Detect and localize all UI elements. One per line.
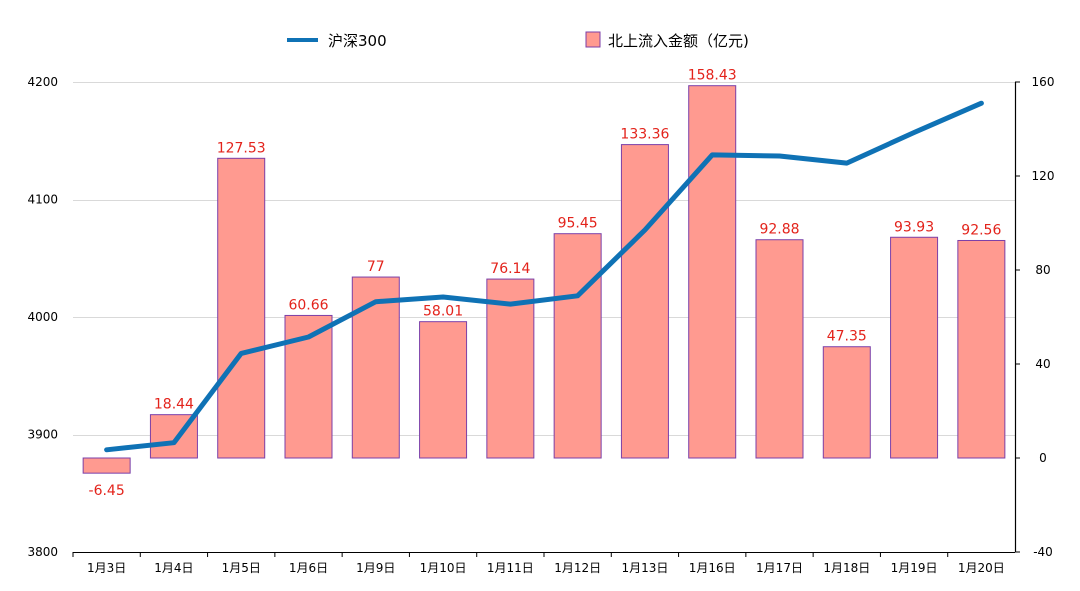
- legend-bar-swatch: [585, 31, 601, 48]
- category-label: 1月13日: [621, 561, 668, 575]
- bar-data-label: 77: [367, 259, 385, 275]
- bar-data-label: 60.66: [288, 297, 328, 313]
- bar: [755, 239, 804, 459]
- bar: [419, 321, 468, 459]
- category-label: 1月6日: [289, 561, 328, 575]
- category-label: 1月19日: [891, 561, 938, 575]
- left-tick-label: 3800: [27, 545, 58, 559]
- bar-data-label: 92.56: [961, 222, 1001, 238]
- left-tick-label: 3900: [27, 428, 58, 442]
- bar: [620, 144, 669, 459]
- line-hs300: [104, 100, 984, 453]
- bar-data-label: 58.01: [423, 304, 463, 320]
- legend-bar-label: 北上流入金额（亿元): [608, 32, 749, 50]
- bar: [217, 157, 266, 459]
- legend-line-label: 沪深300: [328, 32, 387, 50]
- right-tick-label: 120: [1032, 169, 1055, 183]
- data-labels: -6.45 18.44 127.53 60.66 77 58.01 76.14 95.45 13…: [89, 68, 1002, 499]
- bar-data-label: 92.88: [759, 222, 799, 238]
- right-tick-label: 0: [1039, 451, 1047, 465]
- bar: [553, 233, 602, 459]
- bar-data-label: 93.93: [894, 219, 934, 235]
- bar: [351, 276, 400, 459]
- bar: [822, 346, 871, 459]
- category-labels: 1月3日 1月4日 1月5日 1月6日 1月9日 1月10日 1月11日 1月12日 1月13日…: [72, 552, 1005, 575]
- left-tick-label: 4200: [27, 75, 58, 89]
- bar-data-label: 133.36: [620, 127, 669, 143]
- bar-data-label: 47.35: [827, 329, 867, 345]
- bar: [688, 85, 737, 459]
- category-label: 1月5日: [222, 561, 261, 575]
- right-tick-label: 80: [1035, 263, 1050, 277]
- left-axis-ticks: 3800 3900 4000 4100 4200: [27, 75, 58, 559]
- category-label: 1月18日: [823, 561, 870, 575]
- bar: [957, 239, 1006, 459]
- left-tick-label: 4000: [27, 310, 58, 324]
- line-series: [104, 100, 984, 453]
- bar-data-label: 76.14: [490, 261, 530, 277]
- category-label: 1月3日: [87, 561, 126, 575]
- left-tick-label: 4100: [27, 193, 58, 207]
- right-axis-ticks: -40 0 40 80 120 160: [1015, 75, 1054, 559]
- category-label: 1月17日: [756, 561, 803, 575]
- right-tick-label: 160: [1032, 75, 1055, 89]
- bar-data-label: 95.45: [558, 216, 598, 232]
- category-label: 1月20日: [958, 561, 1005, 575]
- bar-data-label: -6.45: [89, 483, 125, 499]
- category-label: 1月11日: [487, 561, 534, 575]
- category-label: 1月9日: [356, 561, 395, 575]
- legend: 沪深300 北上流入金额（亿元): [287, 31, 749, 50]
- category-label: 1月4日: [154, 561, 193, 575]
- bar: [486, 278, 535, 459]
- right-tick-label: -40: [1033, 545, 1053, 559]
- bar-data-label: 18.44: [154, 397, 194, 413]
- category-label: 1月16日: [689, 561, 736, 575]
- bar: [82, 457, 131, 474]
- bar-data-label: 158.43: [688, 68, 737, 84]
- bar-data-label: 127.53: [217, 140, 266, 156]
- bar: [890, 236, 939, 459]
- right-tick-label: 40: [1035, 357, 1050, 371]
- category-label: 1月10日: [420, 561, 467, 575]
- category-label: 1月12日: [554, 561, 601, 575]
